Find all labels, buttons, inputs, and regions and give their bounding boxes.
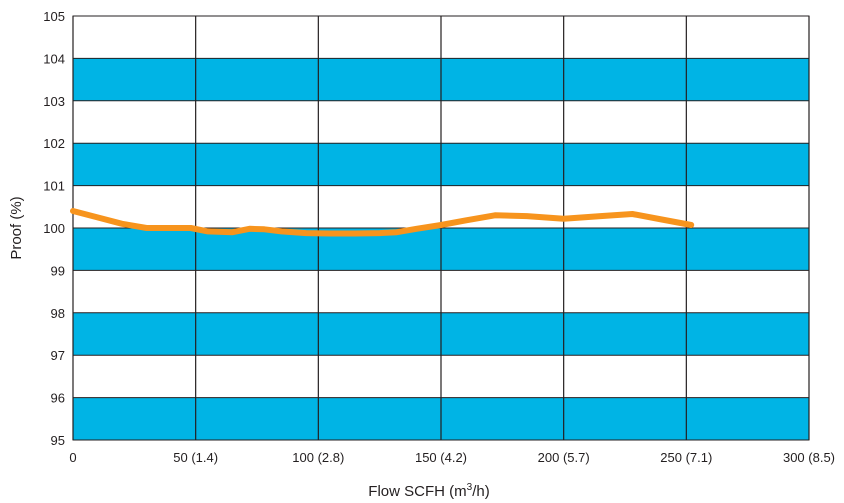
x-tick-label-4: 200 (5.7) [538,450,590,465]
y-tick-label-10: 105 [43,9,65,24]
y-tick-label-6: 101 [43,179,65,194]
x-tick-label-0: 0 [69,450,76,465]
x-tick-label-5: 250 (7.1) [660,450,712,465]
y-tick-labels: 95 96 97 98 99 100 101 102 103 104 105 [43,9,65,448]
x-tick-label-1: 50 (1.4) [173,450,218,465]
y-tick-label-0: 95 [51,433,65,448]
y-tick-label-9: 104 [43,51,65,66]
x-axis-label: Flow SCFH (m3/h) [368,482,489,500]
x-axis-label-tail: /h) [472,483,490,500]
x-tick-label-2: 100 (2.8) [292,450,344,465]
series-layer [70,208,695,237]
x-tick-labels: 0 50 (1.4) 100 (2.8) 150 (4.2) 200 (5.7) 250 … [69,450,835,465]
y-axis-label: Proof (%) [8,196,25,259]
y-tick-label-1: 96 [51,391,65,406]
y-tick-label-3: 98 [51,306,65,321]
series-line-0 [70,208,695,237]
x-tick-label-3: 150 (4.2) [415,450,467,465]
y-tick-label-7: 102 [43,136,65,151]
x-axis-label-main: Flow SCFH (m [368,483,466,500]
y-tick-label-8: 103 [43,94,65,109]
plot-border [72,15,810,441]
y-tick-label-5: 100 [43,221,65,236]
y-tick-label-2: 97 [51,348,65,363]
x-axis-label-superscript: 3 [467,482,473,493]
x-tick-label-6: 300 (8.5) [783,450,835,465]
y-tick-label-4: 99 [51,263,65,278]
